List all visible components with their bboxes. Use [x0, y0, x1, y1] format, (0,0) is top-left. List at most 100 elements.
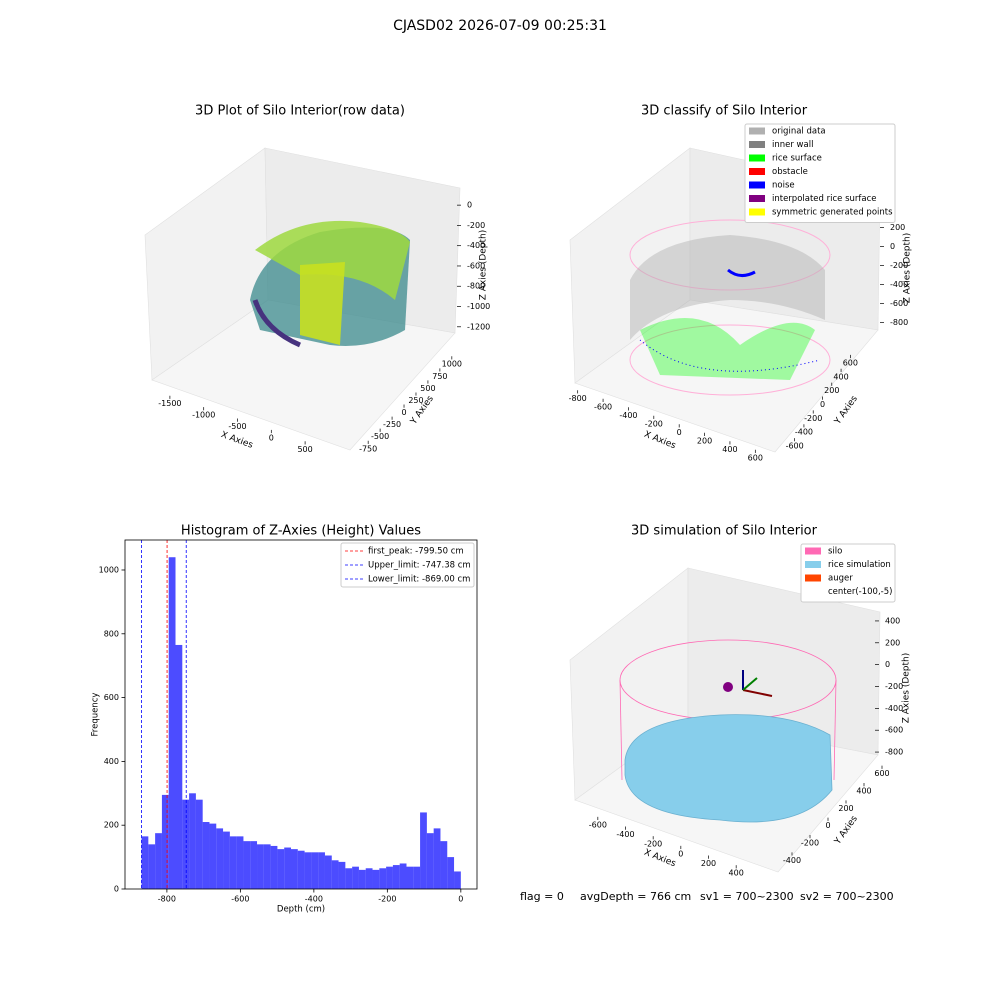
legend-swatch: [749, 154, 765, 162]
auger-axis: [742, 677, 758, 691]
y-tick-label: 0: [825, 821, 830, 830]
inner-wall: [630, 235, 825, 340]
chart-title: 3D classify of Silo Interior: [641, 104, 808, 119]
silo-wire: [629, 324, 831, 396]
bar: [263, 844, 271, 889]
bar: [311, 852, 319, 889]
legend-label: Lower_limit: -869.00 cm: [368, 575, 470, 585]
legend-swatch: [749, 127, 765, 135]
bar: [290, 849, 298, 889]
x-tick-label: 400: [722, 445, 737, 454]
legend-label: rice surface: [772, 154, 822, 164]
bar: [161, 794, 169, 889]
x-tick-label: -400: [619, 411, 637, 420]
y-axis-label: Frequency: [91, 693, 101, 737]
x-axis-label: Depth (cm): [277, 905, 325, 915]
y-tick-label: 200: [104, 821, 119, 830]
x-tick-label: 200: [701, 859, 716, 868]
bar: [447, 857, 455, 889]
cloud-top: [255, 220, 410, 300]
x-tick-label: 600: [748, 453, 763, 462]
figure-title: CJASD02 2026-07-09 00:25:31: [393, 18, 607, 34]
bar: [331, 860, 339, 889]
status-text: sv2 = 700~2300: [800, 890, 894, 903]
bar: [236, 836, 244, 889]
bar: [168, 557, 176, 889]
z-tick-label: -600: [467, 261, 485, 270]
legend-swatch: [805, 574, 821, 582]
x-tick-label: -600: [589, 820, 607, 829]
bar: [209, 823, 217, 889]
bar: [148, 844, 156, 889]
bar: [454, 871, 461, 889]
bar: [358, 869, 366, 889]
x-tick-label: -200: [378, 895, 396, 904]
z-tick-label: 400: [885, 616, 900, 625]
bar: [284, 847, 291, 889]
y-tick-label: 500: [420, 384, 435, 393]
bar: [304, 852, 312, 889]
point-cloud: [250, 220, 410, 348]
z-tick-label: 0: [890, 242, 895, 251]
legend-label: interpolated rice surface: [772, 194, 877, 204]
bar: [426, 833, 434, 889]
bar: [413, 866, 421, 889]
bar: [420, 812, 427, 889]
bar: [202, 822, 210, 889]
legend-label: rice simulation: [828, 560, 891, 570]
legend-label: auger: [828, 574, 853, 584]
z-tick-label: -800: [890, 318, 908, 327]
status-text: avgDepth = 766 cm: [580, 890, 691, 903]
legend-label: obstacle: [772, 167, 808, 177]
y-tick-label: 0: [114, 885, 119, 894]
legend-swatch: [805, 561, 821, 568]
z-tick-label: -800: [885, 748, 903, 757]
x-tick-label: -200: [644, 840, 662, 849]
status-text: flag = 0: [520, 890, 564, 903]
bar: [175, 644, 183, 889]
silo-sim: [619, 639, 837, 823]
chart-title: 3D simulation of Silo Interior: [631, 524, 818, 539]
x-tick-label: -600: [231, 895, 249, 904]
bar: [182, 799, 190, 889]
y-tick-label: 750: [432, 372, 447, 381]
x-tick-label: -1500: [158, 399, 181, 408]
bar: [216, 828, 224, 889]
legend-box: [800, 543, 896, 603]
axes-frame: [124, 539, 478, 890]
cloud-bottom: [252, 299, 301, 348]
legend-swatch: [749, 141, 765, 148]
silo-wire: [619, 679, 623, 781]
x-tick-label: 400: [729, 869, 744, 878]
bar: [372, 869, 380, 889]
z-tick-label: -1200: [467, 322, 490, 331]
bar: [406, 866, 414, 889]
y-tick-label: 200: [838, 804, 853, 813]
auger-axis: [742, 689, 773, 697]
y-tick-label: 600: [843, 358, 858, 367]
legend-label: original data: [772, 127, 826, 137]
legend-label: center(-100,-5): [828, 587, 892, 597]
y-tick-label: 0: [820, 400, 825, 409]
bar: [399, 863, 407, 889]
x-tick-label: 0: [677, 428, 682, 437]
legend-label: first_peak: -799.50 cm: [368, 547, 464, 557]
y-tick-label: 1000: [99, 565, 119, 574]
bar: [365, 868, 373, 889]
z-tick-label: -400: [890, 280, 908, 289]
z-tick-label: 0: [885, 660, 890, 669]
x-tick-label: -400: [305, 895, 323, 904]
bar: [257, 844, 264, 889]
y-tick-label: 600: [104, 693, 119, 702]
z-tick-label: -200: [467, 221, 485, 230]
bar: [223, 831, 230, 889]
bar: [324, 855, 332, 889]
x-tick-label: 500: [297, 445, 312, 454]
z-tick-label: -200: [885, 682, 903, 691]
bar: [243, 841, 251, 889]
legend-swatch: [749, 195, 765, 202]
bar: [440, 841, 448, 889]
z-axis-label: Z Axies (Depth): [902, 653, 912, 724]
bar: [352, 866, 359, 889]
